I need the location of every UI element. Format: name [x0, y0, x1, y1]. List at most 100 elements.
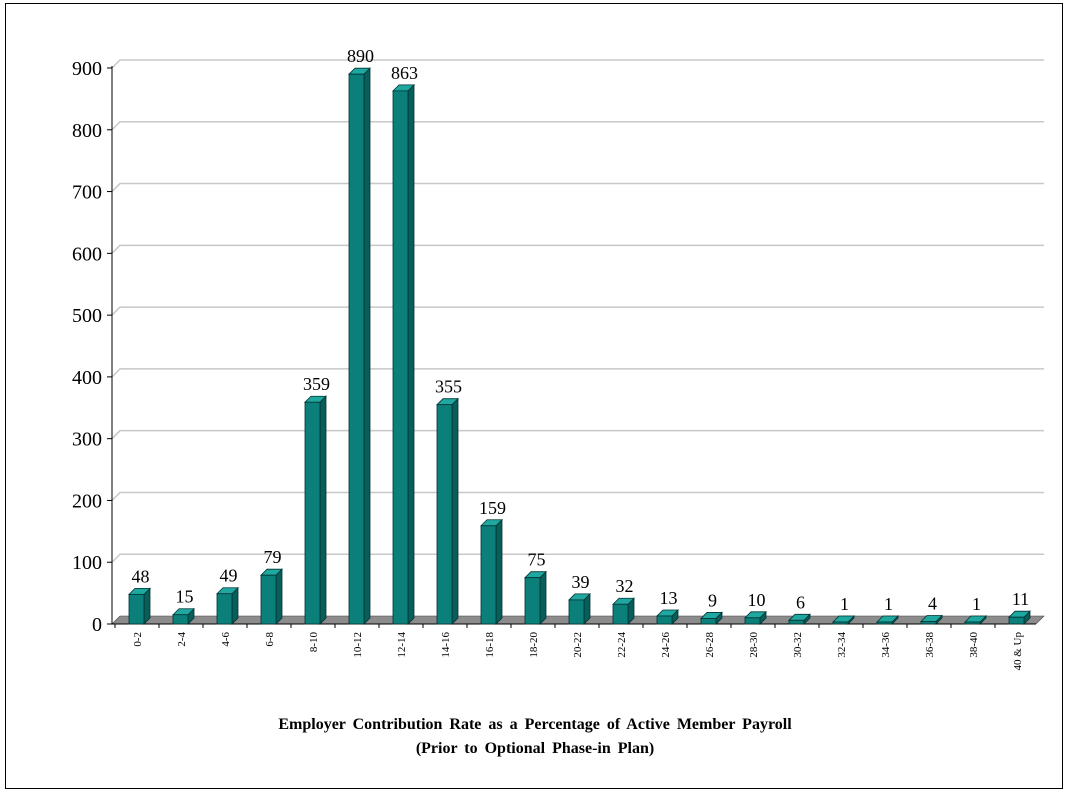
- bars: [128, 67, 1031, 625]
- bar-front: [612, 603, 629, 625]
- gridline: [111, 368, 1044, 378]
- bar-front: [788, 619, 805, 625]
- bar: [392, 83, 415, 625]
- bar-side: [319, 395, 327, 625]
- bar: [700, 611, 723, 625]
- bar: [964, 615, 987, 625]
- data-label: 32: [616, 576, 634, 596]
- data-label: 863: [391, 63, 418, 83]
- bar-front: [656, 615, 673, 625]
- bar-side: [539, 570, 547, 625]
- bar-front: [216, 593, 233, 625]
- x-tick-label: 16-18: [484, 632, 496, 658]
- bar: [348, 67, 371, 625]
- bar: [744, 610, 767, 625]
- data-label: 159: [479, 498, 506, 518]
- bar-front: [348, 73, 365, 625]
- x-tick-label: 4-6: [220, 632, 232, 647]
- x-tick-label: 18-20: [528, 632, 540, 658]
- y-axis-ticks: 0 100 200 300 400 500 600 700 800 900: [72, 58, 113, 636]
- x-tick-label: 34-36: [880, 632, 892, 658]
- x-tick-label: 8-10: [308, 632, 320, 653]
- y-tick-label: 0: [92, 614, 102, 636]
- data-label: 39: [572, 572, 590, 592]
- x-tick-label: 24-26: [660, 632, 672, 658]
- data-label: 11: [1012, 589, 1029, 609]
- bar: [876, 615, 899, 625]
- gridline: [111, 429, 1044, 440]
- bar-front: [392, 90, 409, 625]
- data-label: 890: [347, 46, 374, 66]
- bar: [128, 587, 151, 625]
- bar-front: [480, 525, 497, 625]
- x-tick-label: 26-28: [704, 632, 716, 658]
- y-tick-label: 200: [72, 490, 102, 512]
- x-tick-label: 38-40: [968, 632, 980, 658]
- y-tick-label: 800: [72, 120, 102, 142]
- data-label: 1: [972, 594, 981, 614]
- x-tick-label: 12-14: [396, 632, 408, 658]
- data-label: 355: [435, 377, 462, 397]
- x-tick-label: 2-4: [176, 632, 188, 647]
- data-label: 10: [748, 590, 766, 610]
- data-label: 1: [884, 594, 893, 614]
- bar-side: [363, 67, 371, 625]
- bar: [788, 613, 811, 625]
- data-label: 79: [264, 547, 282, 567]
- bar: [260, 568, 283, 625]
- y-tick-label: 600: [72, 243, 102, 265]
- chart-title: Employer Contribution Rate as a Percenta…: [278, 716, 792, 733]
- gridline: [111, 244, 1044, 254]
- data-label: 15: [176, 587, 194, 607]
- y-tick-label: 700: [72, 182, 102, 204]
- x-tick-label: 0-2: [132, 632, 144, 647]
- bar-front: [964, 621, 981, 625]
- bar: [1008, 610, 1031, 625]
- x-tick-label: 36-38: [924, 632, 936, 658]
- chart-frame: [5, 3, 1063, 789]
- x-tick-label: 28-30: [748, 632, 760, 658]
- bar: [480, 518, 503, 625]
- gridline: [111, 59, 1044, 69]
- bar: [304, 395, 327, 625]
- bar: [524, 570, 547, 625]
- data-label: 49: [220, 566, 238, 586]
- bar-front: [260, 574, 277, 625]
- gridline: [111, 306, 1044, 316]
- y-tick-label: 300: [72, 429, 102, 451]
- bar-front: [832, 621, 849, 625]
- gridline: [111, 182, 1044, 193]
- bar-front: [128, 593, 145, 625]
- bar-front: [700, 618, 717, 625]
- y-tick-label: 900: [72, 58, 102, 80]
- bar-front: [876, 621, 893, 625]
- x-tick-label: 32-34: [836, 632, 848, 658]
- bar: [568, 592, 591, 625]
- gridline: [111, 121, 1044, 131]
- bar-front: [1008, 616, 1025, 625]
- bar-front: [436, 404, 453, 625]
- data-label: 75: [528, 550, 546, 570]
- bar: [656, 609, 679, 625]
- bar: [172, 607, 195, 625]
- data-label: 1: [840, 594, 849, 614]
- x-tick-label: 14-16: [440, 632, 452, 658]
- bar-front: [524, 577, 541, 625]
- bar-front: [568, 599, 585, 625]
- data-label: 359: [303, 374, 330, 394]
- bar-side: [451, 397, 459, 625]
- bar: [920, 614, 943, 625]
- y-tick-label: 400: [72, 367, 102, 389]
- bar: [832, 615, 855, 625]
- x-tick-label: 22-24: [616, 632, 628, 658]
- bar-front: [920, 621, 937, 625]
- bar-side: [495, 518, 503, 625]
- data-label: 4: [928, 594, 937, 614]
- x-tick-label: 40 & Up: [1012, 632, 1024, 671]
- chart-subtitle: (Prior to Optional Phase-in Plan): [415, 740, 655, 757]
- bar-front: [172, 614, 189, 625]
- bar-front: [304, 401, 321, 625]
- y-tick-label: 100: [72, 552, 102, 574]
- data-label: 6: [796, 592, 805, 612]
